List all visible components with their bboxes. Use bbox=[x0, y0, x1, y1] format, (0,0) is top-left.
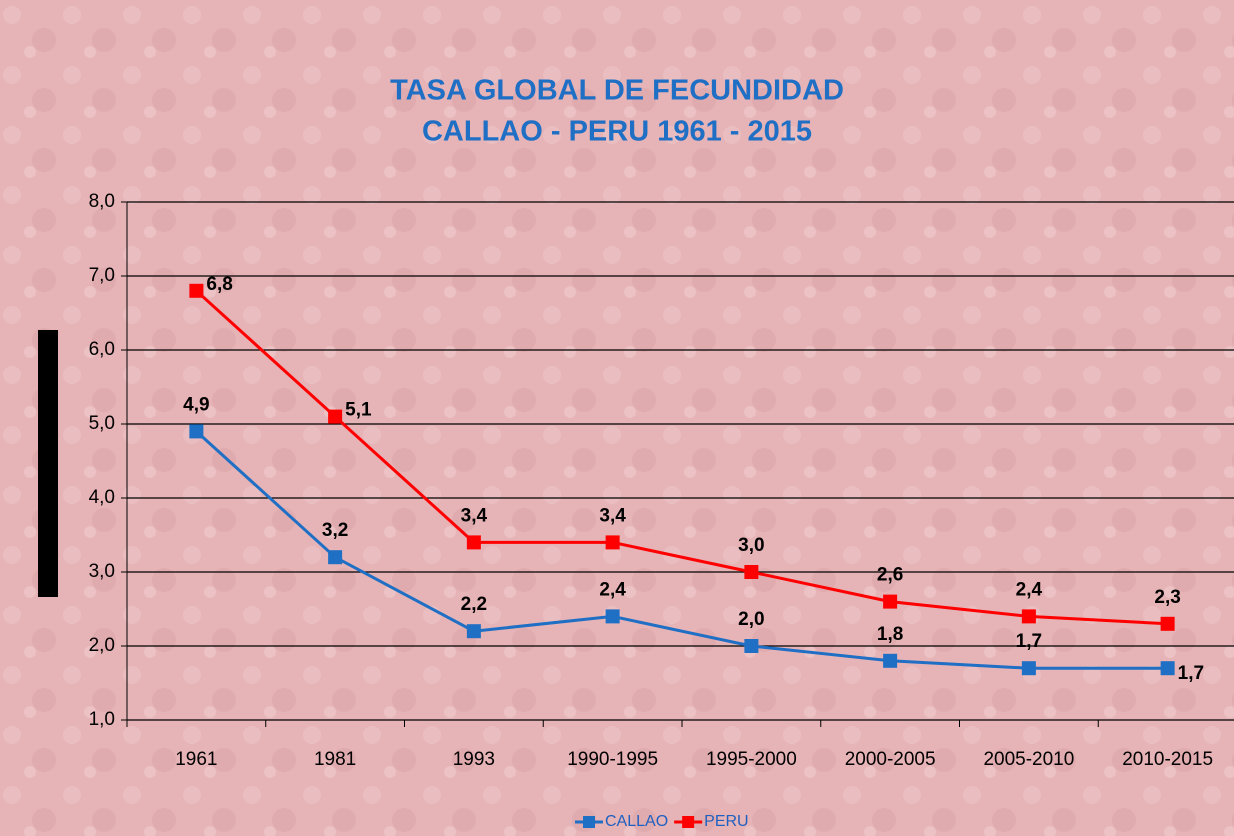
marker bbox=[466, 535, 481, 550]
data-label: 2,4 bbox=[1016, 579, 1043, 600]
marker bbox=[744, 565, 759, 579]
marker bbox=[744, 639, 759, 653]
series-line bbox=[195, 430, 1168, 670]
x-tick-label: 2010-2015 bbox=[1122, 749, 1213, 770]
y-tick-label: 4,0 bbox=[89, 487, 115, 508]
data-label: 1,7 bbox=[1016, 631, 1042, 652]
marker bbox=[1160, 616, 1175, 631]
data-label: 4,9 bbox=[183, 394, 209, 415]
data-label: 3,4 bbox=[461, 505, 488, 526]
x-tick-label: 2000-2005 bbox=[845, 749, 936, 770]
x-tick-label: 1993 bbox=[453, 749, 495, 770]
data-label: 1,7 bbox=[1178, 663, 1204, 684]
marker bbox=[328, 550, 343, 565]
legend-label: CALLAO bbox=[605, 813, 668, 830]
data-label: 3,2 bbox=[322, 520, 348, 541]
legend-marker bbox=[682, 816, 695, 828]
chart-title: TASA GLOBAL DE FECUNDIDAD bbox=[390, 75, 844, 107]
x-tick-label: 2005-2010 bbox=[983, 749, 1074, 770]
axis-title-box bbox=[38, 330, 58, 597]
x-tick-label: 1961 bbox=[175, 749, 217, 770]
series-line bbox=[195, 289, 1168, 626]
x-tick-label: 1995-2000 bbox=[706, 749, 797, 770]
y-tick-label: 1,0 bbox=[89, 709, 115, 730]
y-tick-label: 5,0 bbox=[89, 413, 115, 434]
data-label: 2,4 bbox=[599, 579, 626, 600]
legend-marker bbox=[583, 816, 595, 828]
marker bbox=[605, 609, 620, 624]
marker bbox=[466, 624, 481, 639]
y-tick-label: 8,0 bbox=[89, 191, 115, 212]
marker bbox=[189, 283, 204, 298]
data-label: 2,6 bbox=[877, 565, 903, 586]
data-label: 5,1 bbox=[345, 400, 372, 421]
x-tick-label: 1990-1995 bbox=[567, 749, 658, 770]
marker bbox=[883, 653, 898, 668]
data-label: 2,2 bbox=[461, 594, 487, 615]
y-tick-label: 3,0 bbox=[89, 561, 115, 582]
marker bbox=[1160, 661, 1175, 676]
data-label: 3,0 bbox=[738, 535, 764, 556]
x-tick-label: 1981 bbox=[314, 749, 356, 770]
marker bbox=[1021, 609, 1036, 624]
chart-subtitle: CALLAO - PERU 1961 - 2015 bbox=[422, 116, 812, 148]
marker bbox=[883, 594, 898, 609]
marker bbox=[605, 535, 620, 550]
legend-label: PERU bbox=[704, 813, 748, 830]
data-label: 6,8 bbox=[206, 274, 232, 295]
data-label: 1,8 bbox=[877, 624, 903, 645]
marker bbox=[1021, 661, 1036, 676]
y-tick-label: 2,0 bbox=[89, 635, 115, 656]
y-tick-label: 7,0 bbox=[89, 265, 115, 286]
marker bbox=[328, 409, 343, 424]
data-label: 2,3 bbox=[1154, 587, 1180, 608]
data-label: 2,0 bbox=[738, 609, 764, 630]
data-label: 3,4 bbox=[599, 505, 626, 526]
marker bbox=[189, 424, 204, 439]
y-tick-label: 6,0 bbox=[89, 339, 115, 360]
